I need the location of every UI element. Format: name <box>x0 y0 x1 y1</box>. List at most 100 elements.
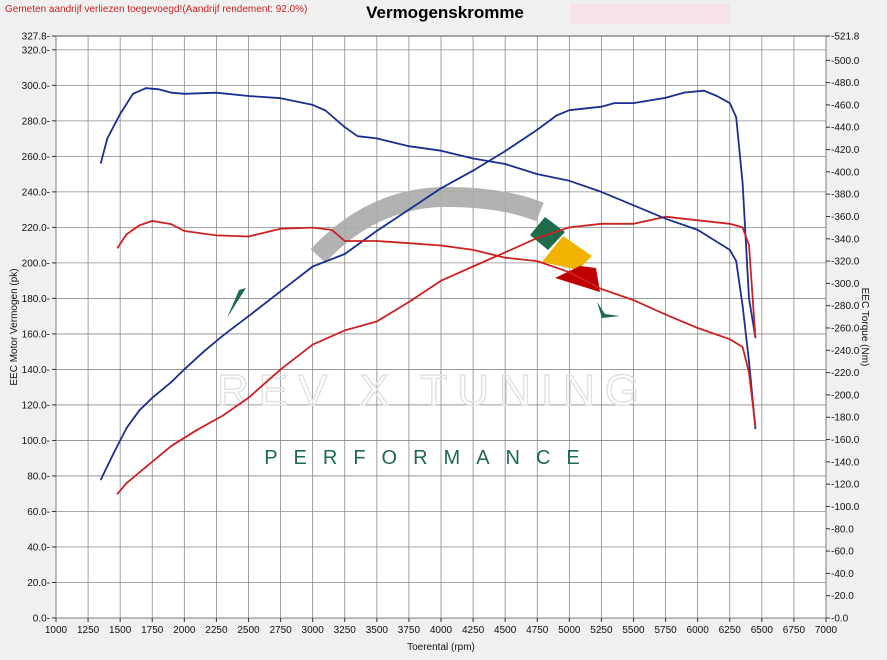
data-point <box>748 371 750 374</box>
data-point <box>100 162 102 164</box>
left-tick-label: 280.0- <box>22 116 50 127</box>
data-point <box>696 229 699 231</box>
data-point <box>170 223 173 226</box>
right-tick-label: -460.0 <box>831 100 860 111</box>
x-tick-label: 6750 <box>783 625 806 636</box>
x-tick-label: 7000 <box>815 625 838 636</box>
drive-loss-note: Gemeten aandrijf verliezen toegevoegd!(A… <box>5 4 308 15</box>
data-point <box>100 478 102 481</box>
chart-title: Vermogenskromme <box>366 3 524 22</box>
data-point <box>600 191 603 193</box>
left-tick-label: 120.0- <box>22 400 50 411</box>
needle-right <box>597 302 620 318</box>
data-point <box>279 290 282 293</box>
data-point <box>741 226 744 229</box>
grid-lines <box>55 36 827 619</box>
data-point <box>472 157 474 160</box>
data-point <box>157 88 160 91</box>
x-tick-label: 6250 <box>719 625 742 636</box>
x-tick-label: 2000 <box>173 625 196 636</box>
data-point <box>408 242 410 245</box>
data-point <box>116 492 119 495</box>
x-tick-label: 3250 <box>334 625 357 636</box>
data-point <box>754 425 757 428</box>
right-tick-label: -220.0 <box>831 368 860 379</box>
data-point <box>112 452 115 454</box>
data-point <box>536 128 539 131</box>
data-point <box>144 87 147 90</box>
right-tick-label: -0.0 <box>831 614 849 625</box>
data-point <box>728 222 731 225</box>
data-point <box>613 102 616 104</box>
data-point <box>568 109 571 112</box>
data-point <box>324 109 327 112</box>
x-tick-label: 6500 <box>751 625 774 636</box>
data-point <box>183 92 186 95</box>
data-point <box>632 222 635 225</box>
data-point <box>408 145 410 148</box>
right-tick-label: -80.0 <box>831 524 854 535</box>
x-axis-label: Toerental (rpm) <box>407 642 475 653</box>
right-tick-label: -521.8 <box>831 32 860 43</box>
data-point <box>683 91 686 94</box>
series-lines <box>100 87 757 495</box>
data-point <box>632 102 635 104</box>
right-tick-label: -280.0 <box>831 301 860 312</box>
data-point <box>170 444 173 447</box>
x-tick-label: 4250 <box>462 625 485 636</box>
data-point <box>748 244 750 247</box>
left-tick-label: 0.0- <box>33 614 50 625</box>
data-point <box>247 315 250 318</box>
data-point <box>555 114 558 117</box>
data-point <box>536 173 539 176</box>
data-point <box>664 217 667 220</box>
right-tick-label: -300.0 <box>831 279 860 290</box>
data-point <box>408 208 410 211</box>
right-tick-label: -360.0 <box>831 212 860 223</box>
data-point <box>221 414 224 417</box>
data-point <box>279 227 282 230</box>
left-axis-label: EEC Motor Vermogen (pk) <box>9 268 20 385</box>
data-point <box>331 229 333 231</box>
data-point <box>664 215 667 218</box>
right-tick-label: -60.0 <box>831 547 854 558</box>
x-tick-label: 1250 <box>77 625 100 636</box>
data-point <box>504 150 507 153</box>
data-point <box>202 350 205 353</box>
title-bar: Gemeten aandrijf verliezen toegevoegd!(A… <box>0 0 887 30</box>
data-point <box>568 226 571 229</box>
data-point <box>664 96 667 99</box>
brand-watermark: REV X TUNING PERFORMANCE <box>216 186 640 469</box>
data-point <box>735 260 738 262</box>
left-tick-label: 100.0- <box>22 436 50 447</box>
data-point <box>170 381 173 383</box>
data-point <box>703 89 705 92</box>
x-tick-label: 4500 <box>494 625 517 636</box>
x-tick-label: 5250 <box>590 625 613 636</box>
data-point <box>748 360 750 363</box>
data-point <box>728 249 731 251</box>
left-tick-label: 320.0- <box>22 45 50 56</box>
data-point <box>741 182 744 184</box>
x-tick-label: 4750 <box>526 625 549 636</box>
right-axis-label: EEC Torque (Nm) <box>859 288 870 367</box>
data-point <box>754 427 757 430</box>
right-tick-label: -320.0 <box>831 257 860 268</box>
right-tick-label: -480.0 <box>831 78 860 89</box>
data-point <box>716 95 718 97</box>
left-tick-label: 60.0- <box>27 507 50 518</box>
x-tick-label: 5500 <box>622 625 645 636</box>
data-point <box>754 336 757 339</box>
data-point <box>632 204 635 207</box>
right-tick-label: -200.0 <box>831 390 860 401</box>
data-point <box>279 368 282 371</box>
data-point <box>183 368 186 371</box>
data-point <box>311 343 314 346</box>
left-tick-label: 40.0- <box>27 542 50 553</box>
data-point <box>632 299 635 301</box>
data-point <box>375 240 378 242</box>
speedometer-arc-grey <box>310 186 544 263</box>
data-point <box>440 244 442 247</box>
x-tick-label: 4000 <box>430 625 453 636</box>
data-point <box>196 428 199 431</box>
